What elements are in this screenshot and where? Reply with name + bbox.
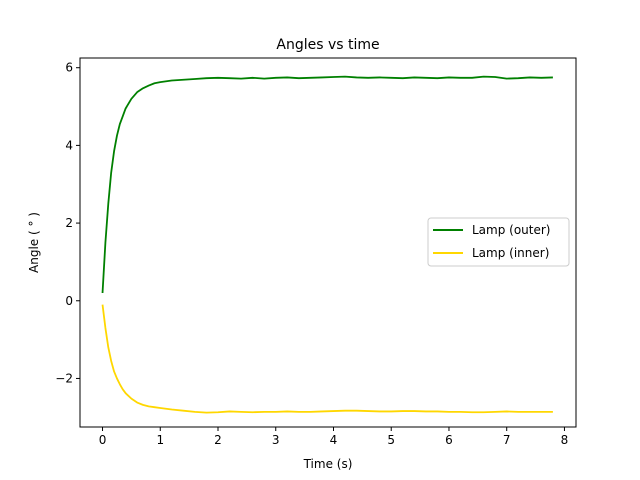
x-tick-label: 0	[99, 433, 107, 447]
series-line-0	[101, 75, 553, 294]
x-tick-label: 6	[445, 433, 453, 447]
axes-frame	[79, 57, 577, 428]
chart-title: Angles vs time	[276, 37, 379, 53]
y-tick-label: 4	[65, 138, 73, 152]
plot-area	[79, 57, 577, 428]
x-axis-label: Time (s)	[303, 457, 353, 471]
x-tick-label: 2	[214, 433, 222, 447]
y-axis-ticks: −2 0 2 4 6	[55, 61, 80, 385]
legend-label-outer: Lamp (outer)	[472, 223, 551, 237]
x-tick-label: 3	[272, 433, 280, 447]
legend-box	[427, 217, 570, 267]
x-tick-label: 4	[330, 433, 338, 447]
y-tick-label: 6	[65, 61, 73, 75]
legend-label-inner: Lamp (inner)	[472, 246, 549, 260]
series-layer	[101, 75, 553, 414]
x-tick-label: 7	[503, 433, 511, 447]
y-axis-label: Angle ( ° )	[27, 212, 41, 273]
y-tick-label: 2	[65, 216, 73, 230]
x-tick-label: 5	[387, 433, 395, 447]
series-line-1	[101, 304, 553, 414]
legend: Lamp (outer) Lamp (inner)	[427, 217, 570, 267]
x-tick-label: 8	[561, 433, 569, 447]
y-tick-label: 0	[65, 294, 73, 308]
x-tick-label: 1	[156, 433, 164, 447]
x-axis-ticks: 0 1 2 3 4 5 6 7 8	[99, 427, 569, 447]
y-tick-label: −2	[55, 371, 73, 385]
